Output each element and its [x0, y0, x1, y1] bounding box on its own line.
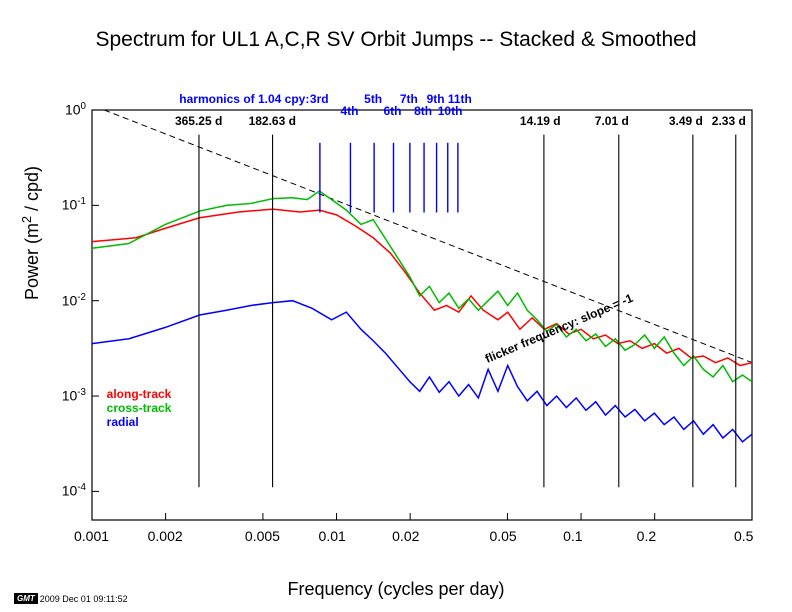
y-tick-label: 10-1	[62, 196, 86, 213]
period-label: 365.25 d	[175, 114, 222, 128]
harmonic-label: 6th	[384, 104, 402, 118]
y-tick-label: 10-4	[62, 482, 86, 499]
y-tick-label: 100	[65, 101, 86, 118]
harmonic-label: 3rd	[310, 92, 329, 106]
page-title: Spectrum for UL1 A,C,R SV Orbit Jumps --…	[0, 28, 792, 52]
harmonic-label: 4th	[340, 104, 358, 118]
x-tick-label: 0.05	[489, 528, 516, 544]
legend-item: cross-track	[107, 401, 172, 415]
x-tick-label: 0.02	[392, 528, 419, 544]
y-tick-label: 10-3	[62, 387, 86, 404]
period-label: 182.63 d	[249, 114, 296, 128]
period-label: 2.33 d	[712, 114, 746, 128]
period-label: 7.01 d	[595, 114, 629, 128]
y-tick-label: 10-2	[62, 292, 86, 309]
period-label: 14.19 d	[520, 114, 561, 128]
period-label: 3.49 d	[669, 114, 703, 128]
series-radial	[92, 301, 752, 442]
plot-svg	[92, 110, 752, 520]
x-tick-label: 0.5	[734, 528, 753, 544]
x-tick-label: 0.005	[245, 528, 280, 544]
harmonic-label: 10th	[438, 104, 463, 118]
x-tick-label: 0.001	[74, 528, 109, 544]
series-along-track	[92, 209, 752, 365]
y-axis-label: Power (m2 / cpd)	[20, 166, 43, 300]
harmonic-label: 11th	[448, 92, 472, 106]
x-tick-label: 0.002	[148, 528, 183, 544]
harmonics-header: harmonics of 1.04 cpy:	[179, 92, 309, 106]
harmonic-label: 8th	[414, 104, 432, 118]
legend-item: radial	[107, 415, 139, 429]
legend-item: along-track	[107, 387, 172, 401]
x-tick-label: 0.2	[637, 528, 656, 544]
x-tick-label: 0.1	[563, 528, 582, 544]
gmt-logo: GMT	[14, 593, 38, 604]
x-tick-label: 0.01	[319, 528, 346, 544]
footer-timestamp: 2009 Dec 01 09:11:52	[40, 594, 128, 604]
harmonic-label: 5th	[364, 92, 382, 106]
plot-area	[92, 110, 752, 520]
footer: GMT 2009 Dec 01 09:11:52	[14, 593, 128, 604]
